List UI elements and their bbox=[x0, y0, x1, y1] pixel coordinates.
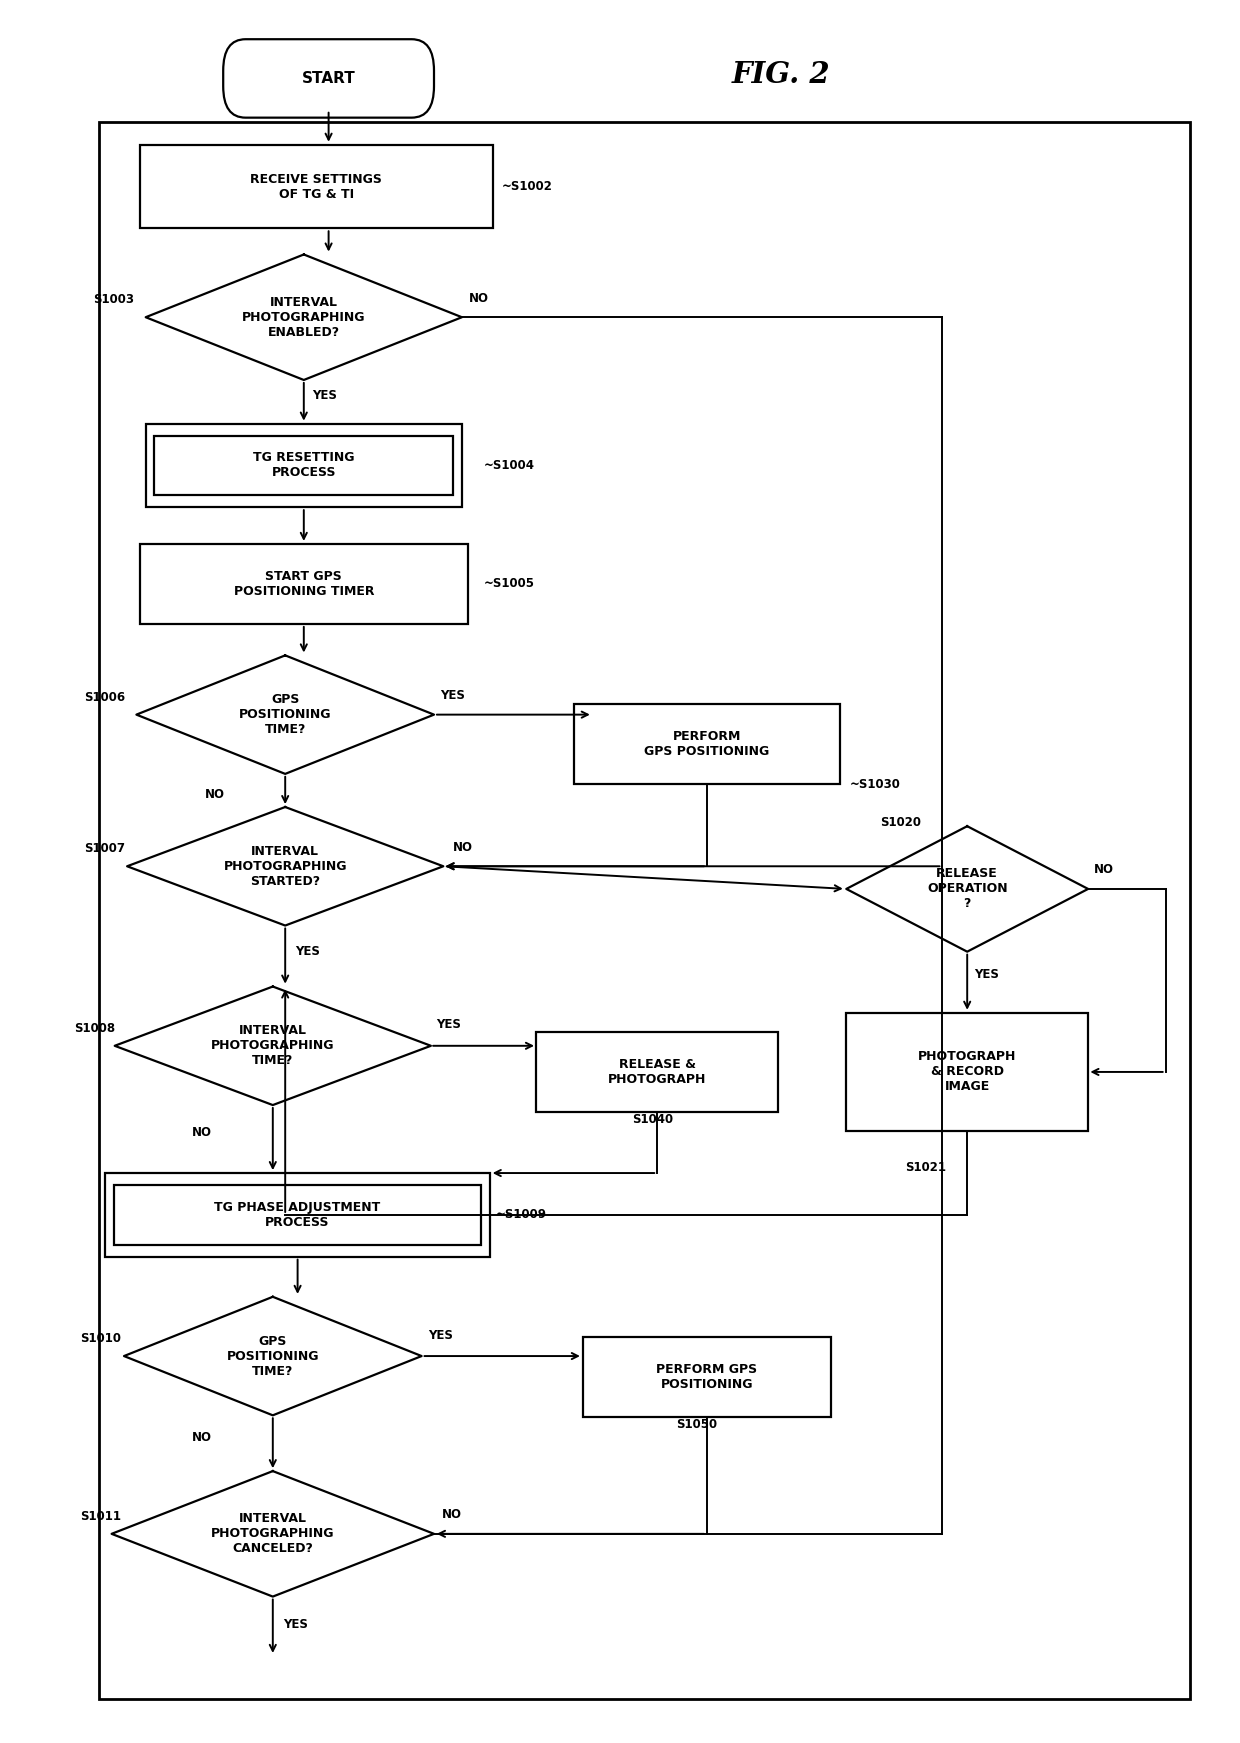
Text: RELEASE
OPERATION
?: RELEASE OPERATION ? bbox=[926, 868, 1008, 910]
Text: S1040: S1040 bbox=[632, 1112, 673, 1126]
FancyBboxPatch shape bbox=[536, 1032, 779, 1112]
Text: NO: NO bbox=[1094, 863, 1114, 877]
Text: INTERVAL
PHOTOGRAPHING
TIME?: INTERVAL PHOTOGRAPHING TIME? bbox=[211, 1025, 335, 1067]
Text: NO: NO bbox=[192, 1431, 212, 1445]
Text: INTERVAL
PHOTOGRAPHING
STARTED?: INTERVAL PHOTOGRAPHING STARTED? bbox=[223, 845, 347, 887]
Text: YES: YES bbox=[440, 688, 465, 702]
Text: NO: NO bbox=[453, 840, 472, 854]
FancyBboxPatch shape bbox=[114, 1185, 481, 1245]
Text: NO: NO bbox=[205, 788, 224, 802]
Text: NO: NO bbox=[441, 1508, 461, 1522]
FancyBboxPatch shape bbox=[154, 436, 454, 495]
FancyBboxPatch shape bbox=[99, 122, 1190, 1699]
Text: S1021: S1021 bbox=[905, 1161, 946, 1175]
Text: NO: NO bbox=[192, 1126, 212, 1140]
Text: YES: YES bbox=[436, 1018, 461, 1032]
FancyBboxPatch shape bbox=[146, 424, 461, 507]
Text: RELEASE &
PHOTOGRAPH: RELEASE & PHOTOGRAPH bbox=[608, 1058, 707, 1086]
Text: S1010: S1010 bbox=[81, 1332, 122, 1346]
Text: TG PHASE ADJUSTMENT
PROCESS: TG PHASE ADJUSTMENT PROCESS bbox=[215, 1201, 381, 1229]
Text: YES: YES bbox=[312, 389, 337, 403]
Text: YES: YES bbox=[428, 1328, 453, 1342]
Text: YES: YES bbox=[283, 1618, 308, 1631]
Text: PERFORM
GPS POSITIONING: PERFORM GPS POSITIONING bbox=[644, 730, 770, 758]
Text: FIG. 2: FIG. 2 bbox=[732, 61, 831, 89]
Text: S1008: S1008 bbox=[74, 1021, 115, 1035]
Text: ~S1030: ~S1030 bbox=[849, 777, 900, 791]
Polygon shape bbox=[846, 826, 1089, 952]
Text: ~S1009: ~S1009 bbox=[496, 1208, 547, 1222]
Text: S1011: S1011 bbox=[81, 1509, 122, 1523]
Text: ~S1004: ~S1004 bbox=[484, 458, 534, 472]
Text: PERFORM GPS
POSITIONING: PERFORM GPS POSITIONING bbox=[656, 1363, 758, 1391]
Text: YES: YES bbox=[295, 945, 320, 959]
Text: ~S1002: ~S1002 bbox=[502, 180, 553, 193]
FancyBboxPatch shape bbox=[846, 1013, 1089, 1131]
Text: NO: NO bbox=[469, 291, 489, 305]
Polygon shape bbox=[136, 655, 434, 774]
FancyBboxPatch shape bbox=[573, 704, 841, 784]
Polygon shape bbox=[114, 987, 432, 1105]
FancyBboxPatch shape bbox=[140, 145, 492, 228]
Text: INTERVAL
PHOTOGRAPHING
CANCELED?: INTERVAL PHOTOGRAPHING CANCELED? bbox=[211, 1513, 335, 1555]
Text: START GPS
POSITIONING TIMER: START GPS POSITIONING TIMER bbox=[233, 570, 374, 598]
Text: GPS
POSITIONING
TIME?: GPS POSITIONING TIME? bbox=[227, 1335, 319, 1377]
Text: PHOTOGRAPH
& RECORD
IMAGE: PHOTOGRAPH & RECORD IMAGE bbox=[918, 1051, 1017, 1093]
Text: S1020: S1020 bbox=[880, 816, 921, 830]
Polygon shape bbox=[146, 254, 461, 380]
Text: S1003: S1003 bbox=[93, 293, 134, 307]
Text: S1006: S1006 bbox=[84, 690, 125, 704]
FancyBboxPatch shape bbox=[223, 40, 434, 119]
Text: GPS
POSITIONING
TIME?: GPS POSITIONING TIME? bbox=[239, 694, 331, 736]
Text: INTERVAL
PHOTOGRAPHING
ENABLED?: INTERVAL PHOTOGRAPHING ENABLED? bbox=[242, 296, 366, 338]
Polygon shape bbox=[124, 1297, 422, 1415]
Text: S1050: S1050 bbox=[676, 1417, 717, 1431]
Polygon shape bbox=[112, 1471, 434, 1597]
Text: ~S1005: ~S1005 bbox=[484, 577, 534, 591]
Polygon shape bbox=[128, 807, 444, 926]
Text: START: START bbox=[301, 71, 356, 85]
FancyBboxPatch shape bbox=[105, 1173, 490, 1257]
Text: TG RESETTING
PROCESS: TG RESETTING PROCESS bbox=[253, 451, 355, 479]
Text: YES: YES bbox=[975, 967, 999, 981]
FancyBboxPatch shape bbox=[583, 1337, 831, 1417]
Text: S1007: S1007 bbox=[84, 842, 125, 856]
Text: RECEIVE SETTINGS
OF TG & TI: RECEIVE SETTINGS OF TG & TI bbox=[250, 173, 382, 200]
FancyBboxPatch shape bbox=[139, 544, 469, 624]
